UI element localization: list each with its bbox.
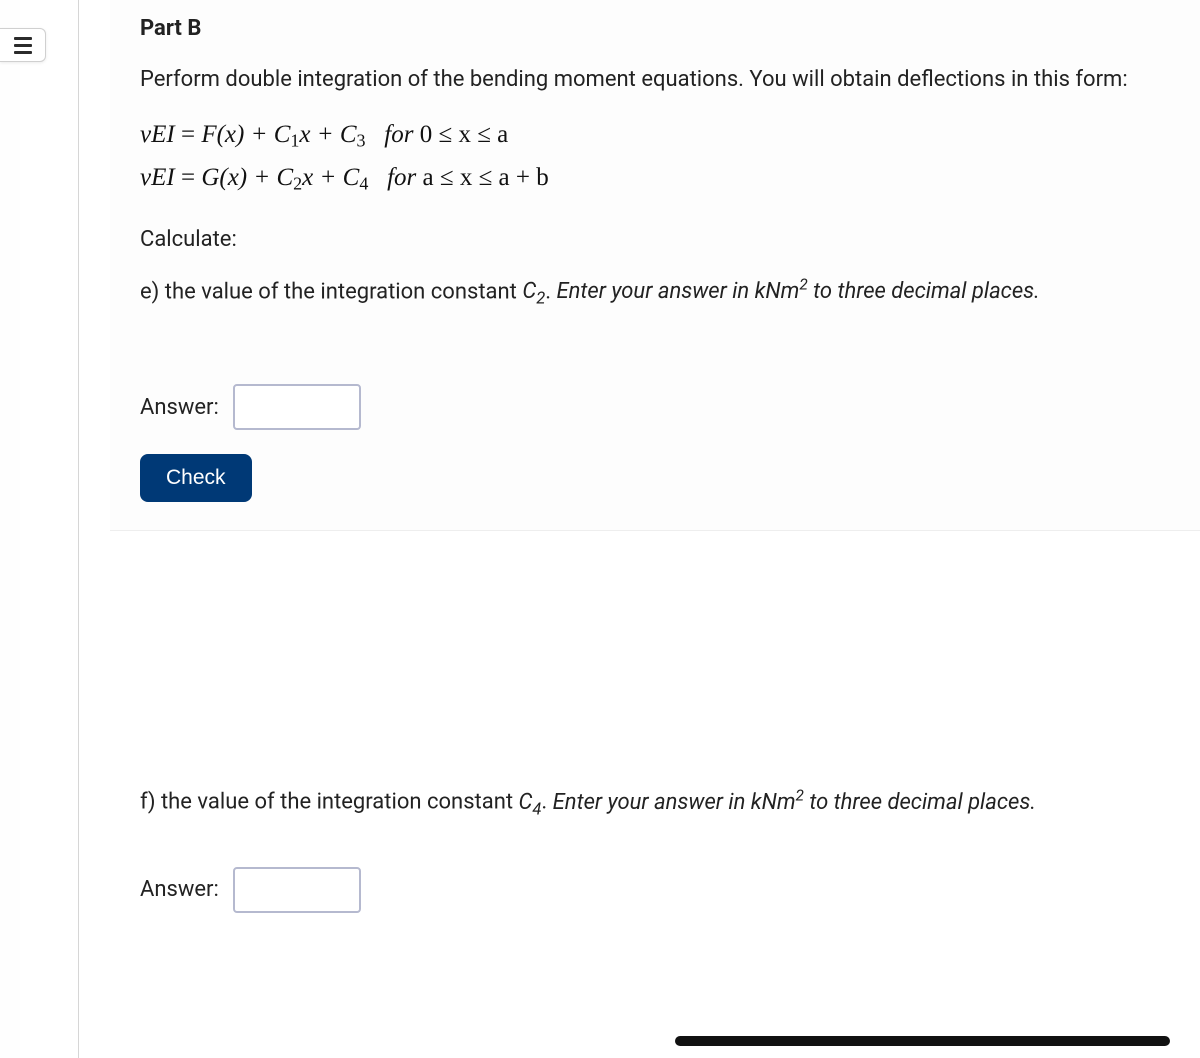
vertical-divider bbox=[78, 0, 79, 1058]
main-content-panel: Part B Perform double integration of the… bbox=[110, 0, 1200, 1058]
hamburger-icon bbox=[14, 37, 32, 54]
question-f-constant-symbol: C4 bbox=[519, 790, 542, 815]
question-e-instruction-italic: Enter your answer in kNm2 to three decim… bbox=[556, 279, 1039, 304]
math-equation-1: vEI = F(x) + C1x + C3 for 0 ≤ x ≤ a bbox=[140, 114, 1170, 157]
math-equations-block: vEI = F(x) + C1x + C3 for 0 ≤ x ≤ a vEI … bbox=[140, 114, 1170, 199]
part-b-section: Part B Perform double integration of the… bbox=[110, 0, 1200, 531]
answer-row-e: Answer: bbox=[140, 384, 1170, 430]
question-f-period: . bbox=[541, 790, 552, 815]
answer-label-e: Answer: bbox=[140, 395, 219, 420]
answer-input-e[interactable] bbox=[233, 384, 361, 430]
question-e-text: e) the value of the integration constant… bbox=[140, 274, 1170, 312]
question-f-section: f) the value of the integration constant… bbox=[110, 756, 1200, 912]
question-e-constant-symbol: C2 bbox=[522, 279, 545, 304]
horizontal-scrollbar-thumb[interactable] bbox=[675, 1036, 1170, 1046]
question-e-period: . bbox=[545, 279, 556, 304]
question-e-lead: e) the value of the integration constant bbox=[140, 279, 522, 304]
question-f-text: f) the value of the integration constant… bbox=[140, 784, 1170, 822]
answer-row-f: Answer: bbox=[140, 867, 1170, 913]
question-f-instruction-italic: Enter your answer in kNm2 to three decim… bbox=[553, 790, 1036, 815]
calculate-label: Calculate: bbox=[140, 227, 1170, 252]
part-b-title: Part B bbox=[140, 16, 1170, 41]
question-f-lead: f) the value of the integration constant bbox=[140, 790, 519, 815]
math-equation-2: vEI = G(x) + C2x + C4 for a ≤ x ≤ a + b bbox=[140, 157, 1170, 200]
toc-toggle-button[interactable] bbox=[0, 28, 46, 62]
check-button-e[interactable]: Check bbox=[140, 454, 252, 502]
answer-label-f: Answer: bbox=[140, 877, 219, 902]
check-button-label: Check bbox=[166, 466, 226, 489]
left-sidebar bbox=[0, 0, 20, 1058]
instruction-text: Perform double integration of the bendin… bbox=[140, 63, 1170, 96]
answer-input-f[interactable] bbox=[233, 867, 361, 913]
